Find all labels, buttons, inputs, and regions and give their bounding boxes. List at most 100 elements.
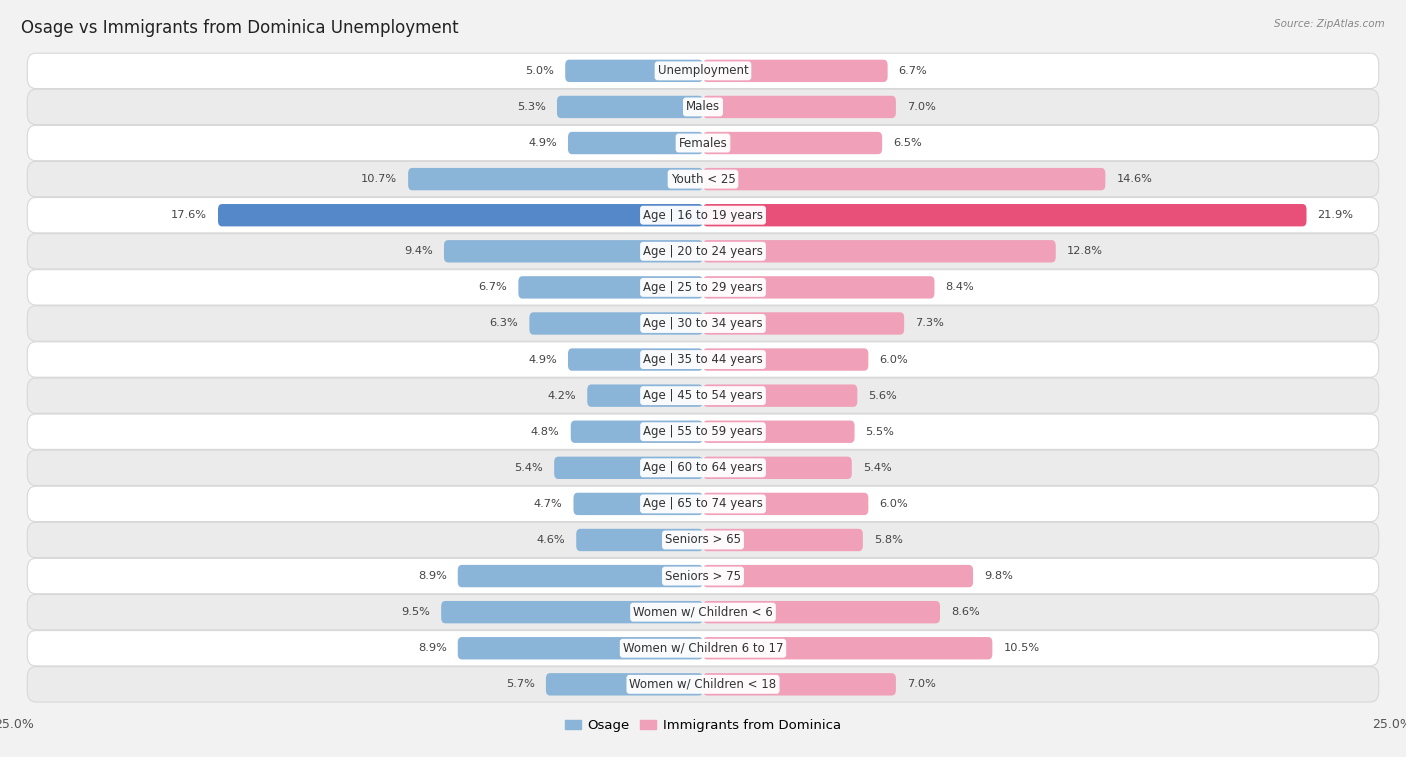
Text: 17.6%: 17.6% [172,210,207,220]
FancyBboxPatch shape [703,385,858,407]
Text: Females: Females [679,136,727,150]
FancyBboxPatch shape [568,132,703,154]
Text: Women w/ Children < 6: Women w/ Children < 6 [633,606,773,618]
FancyBboxPatch shape [27,89,1379,125]
Text: 4.9%: 4.9% [529,354,557,365]
Text: Age | 45 to 54 years: Age | 45 to 54 years [643,389,763,402]
FancyBboxPatch shape [703,421,855,443]
Text: Women w/ Children < 18: Women w/ Children < 18 [630,678,776,691]
FancyBboxPatch shape [27,342,1379,377]
Text: 8.9%: 8.9% [418,571,447,581]
FancyBboxPatch shape [27,631,1379,666]
FancyBboxPatch shape [27,450,1379,485]
FancyBboxPatch shape [588,385,703,407]
Text: 5.5%: 5.5% [866,427,894,437]
Text: 6.0%: 6.0% [879,499,908,509]
Text: 8.6%: 8.6% [950,607,980,617]
Text: 7.0%: 7.0% [907,102,936,112]
Text: Age | 65 to 74 years: Age | 65 to 74 years [643,497,763,510]
Text: 4.9%: 4.9% [529,138,557,148]
Text: 7.3%: 7.3% [915,319,943,329]
FancyBboxPatch shape [703,348,869,371]
FancyBboxPatch shape [441,601,703,623]
FancyBboxPatch shape [27,161,1379,197]
FancyBboxPatch shape [703,95,896,118]
FancyBboxPatch shape [703,529,863,551]
FancyBboxPatch shape [27,522,1379,558]
FancyBboxPatch shape [530,313,703,335]
Text: Osage vs Immigrants from Dominica Unemployment: Osage vs Immigrants from Dominica Unempl… [21,19,458,37]
Text: 8.9%: 8.9% [418,643,447,653]
Text: Age | 16 to 19 years: Age | 16 to 19 years [643,209,763,222]
FancyBboxPatch shape [519,276,703,298]
FancyBboxPatch shape [703,204,1306,226]
FancyBboxPatch shape [27,667,1379,702]
Text: 5.8%: 5.8% [875,535,903,545]
Text: 7.0%: 7.0% [907,679,936,690]
FancyBboxPatch shape [703,637,993,659]
FancyBboxPatch shape [218,204,703,226]
FancyBboxPatch shape [27,378,1379,413]
Text: Age | 35 to 44 years: Age | 35 to 44 years [643,353,763,366]
FancyBboxPatch shape [27,53,1379,89]
FancyBboxPatch shape [703,601,941,623]
Text: 6.3%: 6.3% [489,319,519,329]
Text: Age | 25 to 29 years: Age | 25 to 29 years [643,281,763,294]
FancyBboxPatch shape [576,529,703,551]
FancyBboxPatch shape [27,414,1379,450]
Text: 4.2%: 4.2% [547,391,576,400]
Text: 12.8%: 12.8% [1067,246,1102,257]
Text: 21.9%: 21.9% [1317,210,1354,220]
FancyBboxPatch shape [458,565,703,587]
FancyBboxPatch shape [703,276,935,298]
FancyBboxPatch shape [444,240,703,263]
FancyBboxPatch shape [27,234,1379,269]
FancyBboxPatch shape [571,421,703,443]
Text: Source: ZipAtlas.com: Source: ZipAtlas.com [1274,19,1385,29]
Text: 9.5%: 9.5% [401,607,430,617]
FancyBboxPatch shape [703,240,1056,263]
Text: Youth < 25: Youth < 25 [671,173,735,185]
FancyBboxPatch shape [458,637,703,659]
Text: 9.4%: 9.4% [404,246,433,257]
FancyBboxPatch shape [703,313,904,335]
Text: 10.5%: 10.5% [1004,643,1039,653]
Text: Women w/ Children 6 to 17: Women w/ Children 6 to 17 [623,642,783,655]
Text: 10.7%: 10.7% [361,174,396,184]
Text: Males: Males [686,101,720,114]
Text: 4.8%: 4.8% [531,427,560,437]
Text: 14.6%: 14.6% [1116,174,1153,184]
FancyBboxPatch shape [703,168,1105,190]
FancyBboxPatch shape [546,673,703,696]
Text: 5.0%: 5.0% [526,66,554,76]
FancyBboxPatch shape [703,456,852,479]
Text: 5.6%: 5.6% [869,391,897,400]
FancyBboxPatch shape [27,559,1379,593]
FancyBboxPatch shape [703,673,896,696]
Text: Age | 55 to 59 years: Age | 55 to 59 years [643,425,763,438]
Text: 6.0%: 6.0% [879,354,908,365]
Text: 6.7%: 6.7% [478,282,508,292]
Text: Age | 20 to 24 years: Age | 20 to 24 years [643,245,763,258]
Text: 4.7%: 4.7% [534,499,562,509]
Text: Age | 30 to 34 years: Age | 30 to 34 years [643,317,763,330]
Text: 4.6%: 4.6% [537,535,565,545]
Text: 6.5%: 6.5% [893,138,922,148]
FancyBboxPatch shape [408,168,703,190]
Text: Seniors > 75: Seniors > 75 [665,569,741,583]
FancyBboxPatch shape [27,198,1379,233]
FancyBboxPatch shape [27,306,1379,341]
Text: Age | 60 to 64 years: Age | 60 to 64 years [643,461,763,475]
Text: Unemployment: Unemployment [658,64,748,77]
FancyBboxPatch shape [574,493,703,515]
FancyBboxPatch shape [27,126,1379,160]
FancyBboxPatch shape [557,95,703,118]
Legend: Osage, Immigrants from Dominica: Osage, Immigrants from Dominica [560,714,846,737]
Text: 5.4%: 5.4% [515,463,543,473]
Text: 5.4%: 5.4% [863,463,891,473]
FancyBboxPatch shape [27,594,1379,630]
FancyBboxPatch shape [27,486,1379,522]
FancyBboxPatch shape [565,60,703,82]
FancyBboxPatch shape [703,60,887,82]
FancyBboxPatch shape [568,348,703,371]
